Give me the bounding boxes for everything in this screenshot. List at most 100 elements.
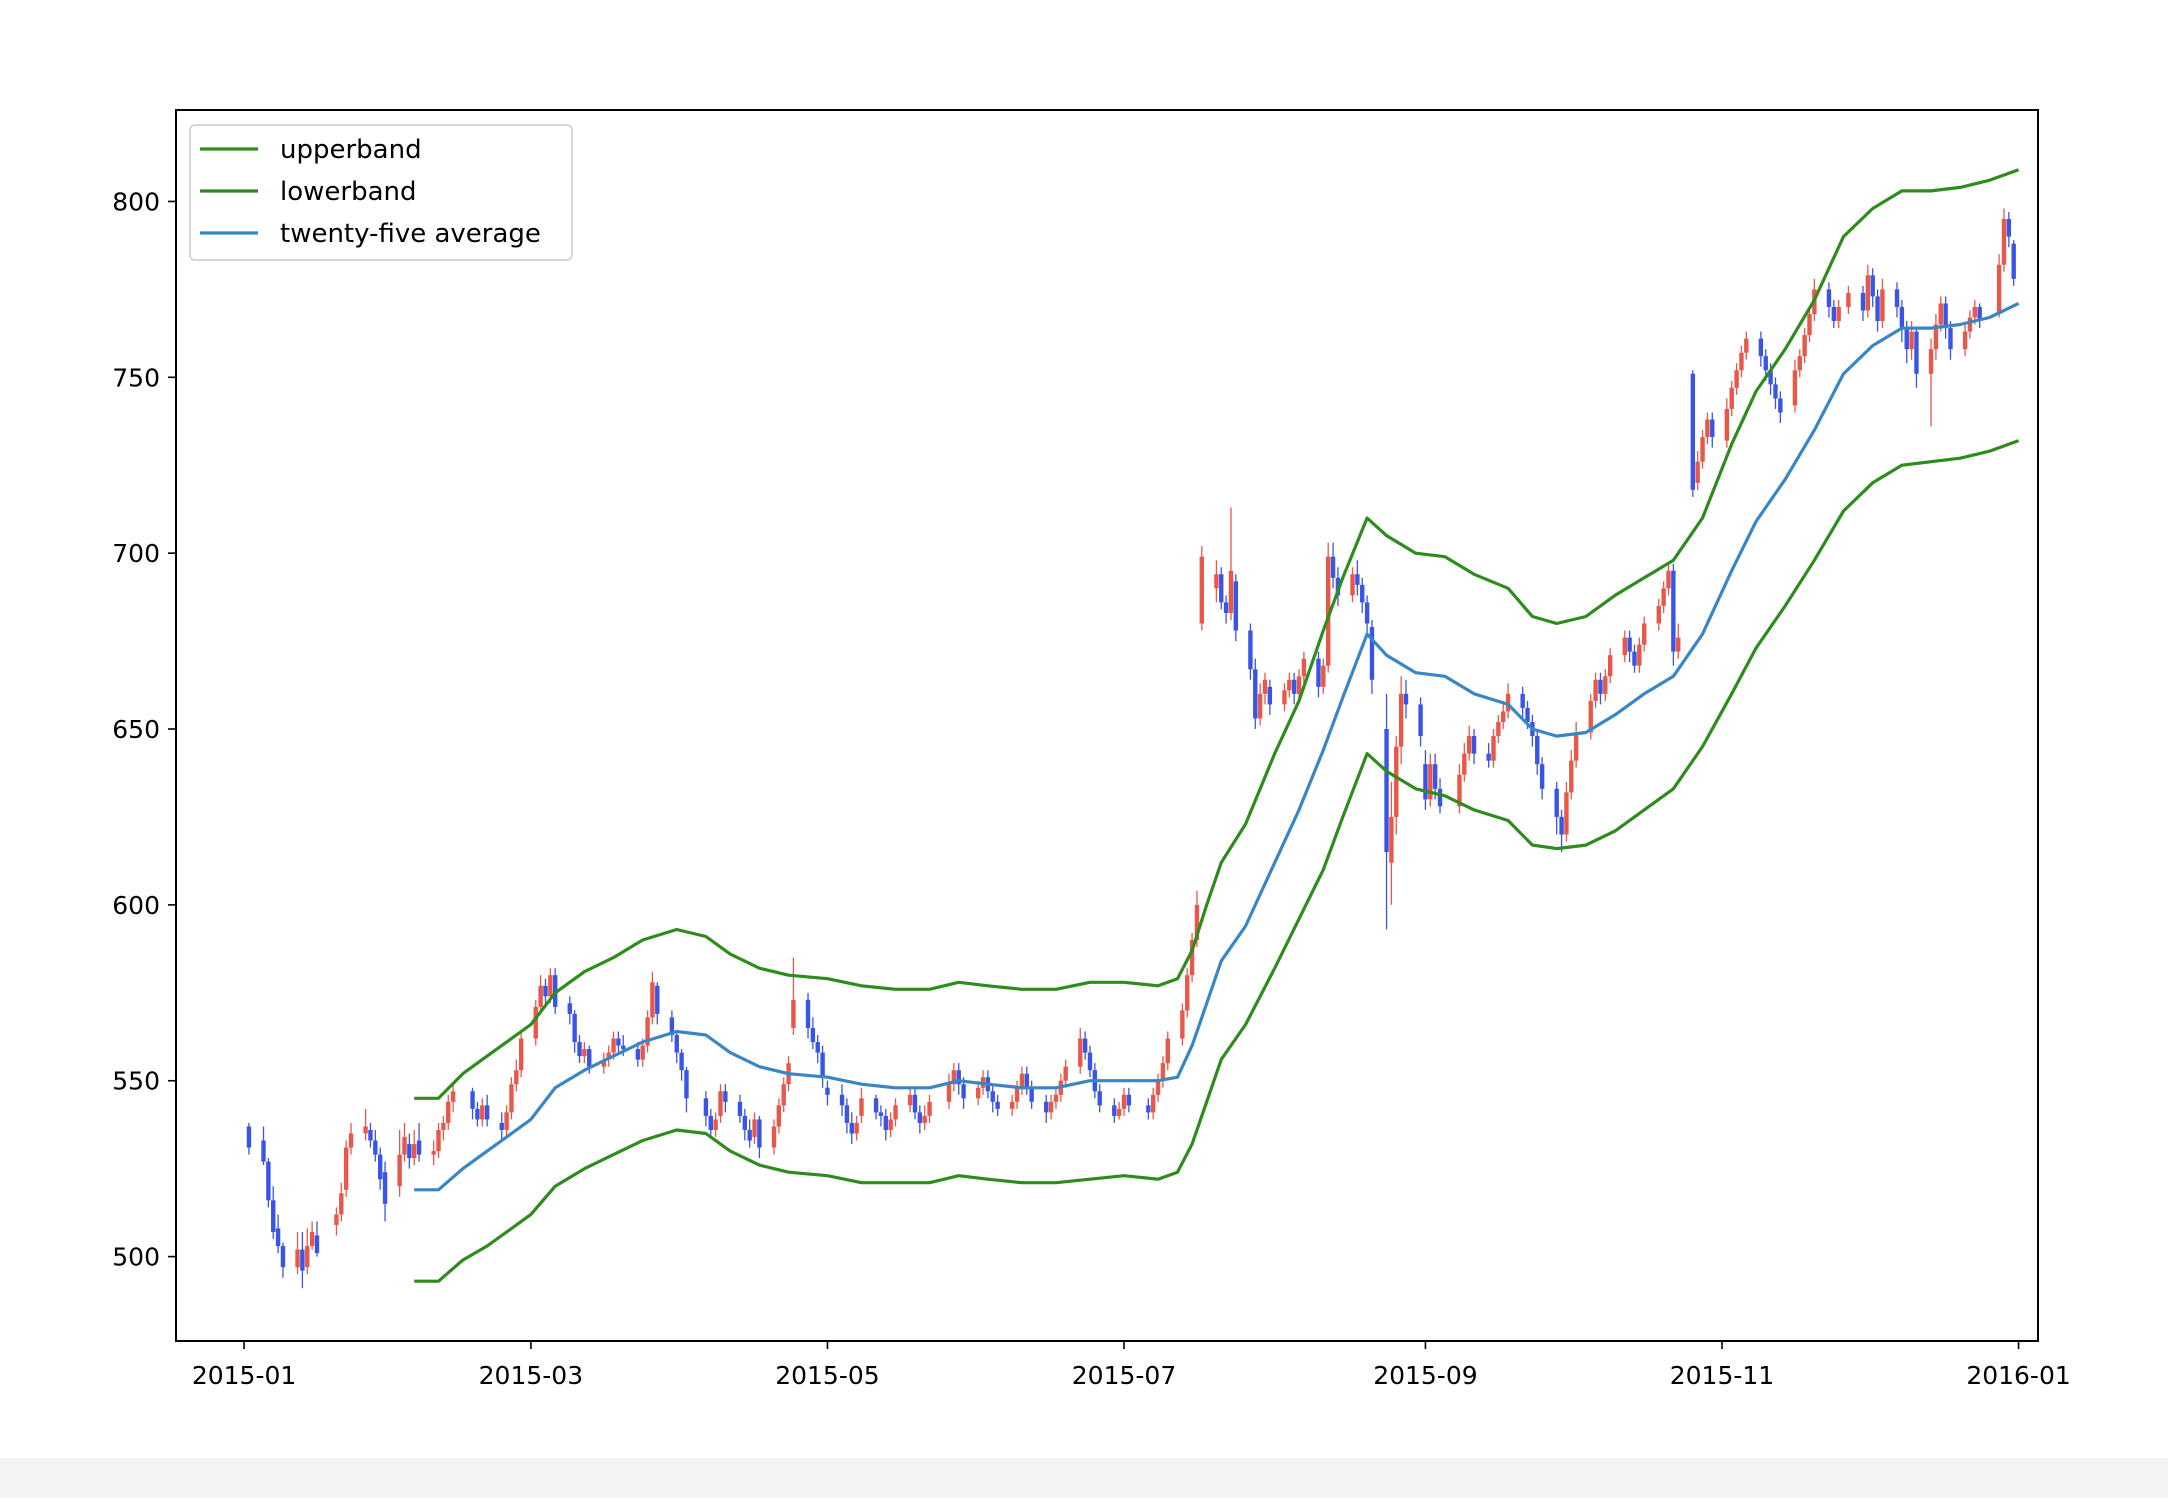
x-tick-label: 2015-03 — [479, 1361, 583, 1390]
candle — [1637, 637, 1642, 673]
candle-body — [1632, 651, 1637, 666]
candle-body — [1048, 1101, 1054, 1113]
candle-body — [2006, 219, 2012, 237]
candle — [1705, 412, 1710, 445]
candle-body — [1948, 328, 1953, 350]
candle-body — [1457, 774, 1462, 807]
candle — [2011, 240, 2016, 286]
candle — [990, 1084, 995, 1113]
candle-body — [1496, 721, 1501, 737]
candle — [1466, 725, 1472, 761]
candle — [601, 1052, 607, 1074]
candle — [1505, 683, 1511, 719]
candle — [2006, 211, 2012, 248]
candle-body — [1797, 356, 1802, 371]
candle-body — [825, 1087, 830, 1095]
candle — [577, 1035, 582, 1064]
candle-body — [475, 1108, 480, 1120]
candle-body — [990, 1091, 995, 1102]
candle-body — [1126, 1094, 1132, 1106]
candle — [1943, 296, 1948, 339]
candle-body — [1121, 1094, 1127, 1109]
candle — [1632, 644, 1637, 673]
candle-body — [635, 1049, 641, 1060]
candle-body — [1836, 306, 1841, 322]
candle-body — [737, 1101, 743, 1116]
candle-body — [1846, 292, 1851, 307]
candle-body — [708, 1115, 713, 1130]
candle — [1330, 542, 1336, 589]
candle-body — [484, 1105, 490, 1120]
candle-body — [1398, 693, 1404, 747]
candle-body — [1773, 384, 1778, 399]
candle — [1112, 1098, 1117, 1123]
candle — [1928, 338, 1934, 427]
candle — [1598, 672, 1603, 705]
candle-body — [1466, 736, 1472, 754]
candle — [1384, 693, 1389, 930]
candle-body — [1223, 602, 1229, 613]
candle — [1588, 693, 1593, 740]
candle — [1301, 651, 1307, 684]
candle — [377, 1147, 383, 1190]
candle — [1758, 331, 1764, 367]
candle — [888, 1112, 893, 1138]
candle-body — [616, 1038, 621, 1046]
candle-body — [1384, 729, 1389, 853]
candle-body — [2001, 219, 2007, 265]
candle — [737, 1094, 743, 1123]
candle-body — [1938, 303, 1943, 325]
candle — [708, 1108, 713, 1138]
candle — [645, 1010, 650, 1053]
candle — [703, 1091, 709, 1127]
candle-body — [509, 1084, 514, 1113]
candle-body — [1491, 736, 1496, 761]
candle-body — [1875, 296, 1880, 322]
candle — [1262, 672, 1268, 705]
candle-body — [1029, 1087, 1034, 1102]
candle — [295, 1231, 300, 1275]
candle — [1360, 577, 1365, 613]
candle — [499, 1112, 504, 1141]
candle-body — [441, 1122, 446, 1130]
candle-body — [1321, 665, 1326, 687]
candle-body — [343, 1147, 349, 1190]
candle-body — [1744, 338, 1749, 353]
series-line-upperband — [414, 168, 2020, 1100]
candle-body — [2011, 243, 2016, 279]
candle — [1875, 289, 1880, 332]
candle-body — [888, 1119, 893, 1130]
y-tick-label: 800 — [112, 187, 160, 216]
candle-body — [1763, 356, 1768, 371]
candle — [309, 1221, 315, 1250]
candle — [1155, 1073, 1161, 1102]
lines-layer — [414, 168, 2020, 1283]
candle — [1520, 686, 1525, 719]
candle-body — [339, 1193, 344, 1215]
candle — [1496, 714, 1501, 744]
legend-label: upperband — [280, 135, 422, 165]
candle — [1019, 1066, 1025, 1095]
candle-body — [1194, 904, 1200, 941]
candle — [1029, 1080, 1034, 1109]
candle — [1228, 507, 1234, 620]
candle-body — [1253, 669, 1258, 719]
candle-body — [1364, 602, 1370, 624]
candle — [1053, 1087, 1059, 1109]
candle — [1836, 299, 1841, 329]
candle-body — [397, 1154, 402, 1187]
candle — [2001, 208, 2007, 272]
candle — [616, 1031, 621, 1053]
candles-layer — [246, 208, 2016, 1289]
candle — [572, 1010, 577, 1053]
candle-body — [1525, 707, 1530, 722]
candle — [1710, 412, 1715, 448]
candle-body — [1219, 574, 1224, 603]
candle-body — [543, 985, 548, 997]
candle-body — [1539, 764, 1545, 789]
candle-body — [1661, 588, 1666, 606]
candle-body — [839, 1094, 845, 1106]
candle-body — [1053, 1094, 1059, 1102]
candle — [300, 1231, 305, 1289]
